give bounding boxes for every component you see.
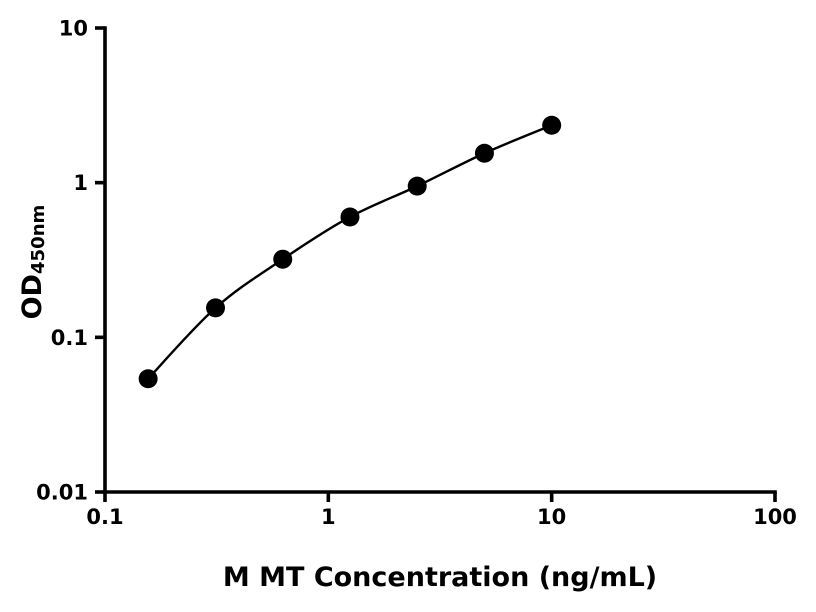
fit-curve-line	[147, 124, 553, 380]
y-tick-label: 0.01	[36, 481, 88, 505]
x-axis-title: M MT Concentration (ng/mL)	[222, 562, 658, 593]
y-tick-label: 10	[59, 17, 88, 41]
axis-spines	[103, 26, 777, 494]
y-axis-title-subscript: 450nm	[28, 204, 50, 275]
y-tick-label: 0.1	[51, 326, 88, 350]
x-tick-label: 1	[321, 505, 336, 529]
data-point-marker	[474, 143, 494, 163]
y-axis-title: OD450nm	[13, 157, 53, 367]
x-tick-label: 10	[537, 505, 566, 529]
data-point-marker	[340, 207, 360, 227]
y-tick-label: 1	[73, 171, 88, 195]
data-point-marker	[138, 369, 158, 389]
data-point-marker	[273, 249, 293, 269]
x-tick-label: 0.1	[86, 505, 123, 529]
y-axis-title-main: OD	[17, 274, 48, 320]
data-point-marker	[542, 115, 562, 135]
x-tick-label: 100	[753, 505, 797, 529]
data-point-marker	[407, 176, 427, 196]
data-point-marker	[206, 298, 226, 318]
